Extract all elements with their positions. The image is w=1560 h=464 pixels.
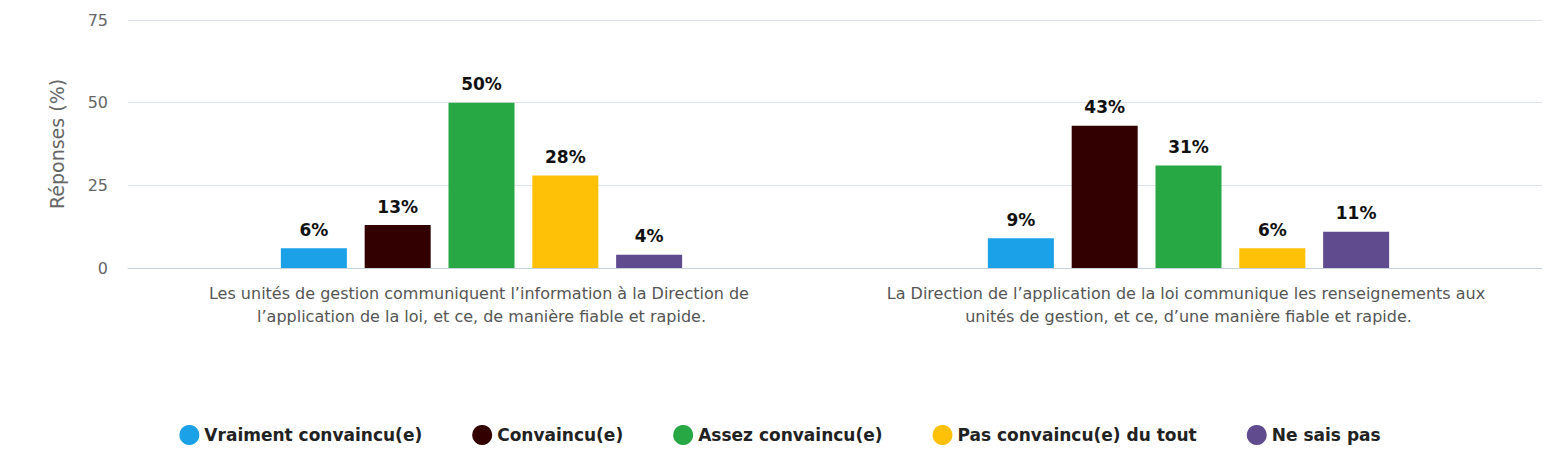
svg-text:unités de gestion, et ce, d’un: unités de gestion, et ce, d’une manière … (965, 307, 1412, 326)
svg-text:6%: 6% (299, 220, 328, 240)
svg-text:13%: 13% (377, 197, 418, 217)
svg-text:43%: 43% (1084, 97, 1125, 117)
svg-text:50: 50 (88, 93, 108, 112)
svg-text:4%: 4% (635, 226, 664, 246)
svg-text:11%: 11% (1336, 203, 1377, 223)
svg-text:Pas convaincu(e) du tout: Pas convaincu(e) du tout (958, 425, 1197, 445)
svg-text:Convaincu(e): Convaincu(e) (497, 425, 623, 445)
svg-text:l’application de la loi, et ce: l’application de la loi, et ce, de maniè… (257, 307, 706, 326)
svg-text:31%: 31% (1168, 137, 1209, 157)
svg-text:9%: 9% (1006, 210, 1035, 230)
svg-text:Ne sais pas: Ne sais pas (1272, 425, 1381, 445)
svg-text:25: 25 (88, 176, 108, 195)
svg-text:Réponses (%): Réponses (%) (46, 79, 68, 209)
svg-text:Assez convaincu(e): Assez convaincu(e) (698, 425, 882, 445)
svg-text:75: 75 (88, 11, 108, 30)
svg-text:6%: 6% (1258, 220, 1287, 240)
svg-text:50%: 50% (461, 74, 502, 94)
svg-text:0: 0 (98, 259, 108, 278)
svg-text:Vraiment convaincu(e): Vraiment convaincu(e) (204, 425, 422, 445)
svg-text:28%: 28% (545, 147, 586, 167)
svg-text:La Direction de l’application: La Direction de l’application de la loi … (887, 284, 1490, 303)
svg-text:Les unités de gestion communiq: Les unités de gestion communiquent l’inf… (209, 284, 754, 303)
